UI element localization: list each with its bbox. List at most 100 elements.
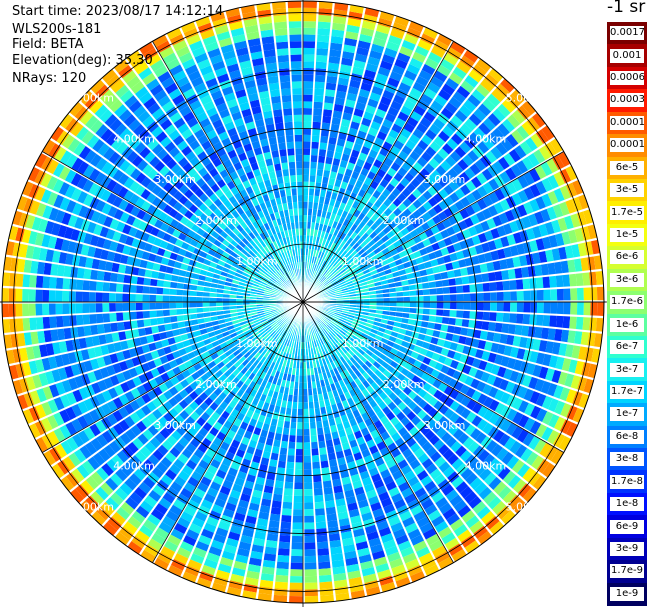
range-gate-cell [152, 208, 163, 219]
range-gate-cell [324, 239, 330, 247]
range-gate-cell [421, 558, 437, 571]
range-gate-cell [233, 236, 242, 244]
range-gate-cell [150, 245, 160, 255]
range-gate-cell [65, 253, 74, 266]
range-gate-cell [349, 239, 357, 248]
range-gate-cell [227, 342, 236, 350]
range-gate-cell [254, 277, 262, 283]
range-gate-cell [314, 264, 320, 272]
range-gate-cell [117, 173, 130, 186]
range-gate-cell [179, 105, 192, 117]
range-gate-cell [383, 396, 393, 406]
range-gate-cell [386, 364, 395, 374]
range-gate-cell [276, 326, 282, 334]
range-gate-cell [486, 93, 501, 107]
range-gate-cell [154, 503, 169, 516]
range-gate-cell [470, 255, 480, 265]
range-gate-cell [325, 315, 332, 321]
range-gate-cell [154, 432, 166, 444]
range-gate-cell [394, 156, 405, 167]
range-gate-cell [90, 471, 105, 486]
range-gate-cell [380, 234, 390, 243]
range-gate-cell [211, 256, 220, 264]
range-gate-cell [375, 309, 383, 315]
range-gate-cell [556, 288, 564, 301]
range-gate-cell [122, 370, 132, 381]
range-gate-cell [491, 443, 504, 457]
range-gate-cell [454, 145, 467, 158]
range-gate-cell [313, 347, 317, 355]
range-gate-cell [529, 350, 539, 363]
range-gate-cell [9, 318, 17, 333]
range-gate-cell [197, 280, 205, 287]
range-gate-cell [322, 327, 329, 335]
range-gate-cell [256, 335, 264, 343]
range-gate-cell [204, 240, 213, 249]
range-gate-cell [384, 387, 393, 396]
range-gate-cell [95, 392, 107, 406]
range-gate-cell [365, 227, 374, 236]
range-gate-cell [176, 289, 184, 296]
range-gate-cell [231, 316, 239, 322]
range-gate-cell [259, 363, 267, 372]
range-gate-cell [239, 278, 247, 284]
range-gate-cell [219, 255, 228, 263]
range-gate-cell [168, 129, 181, 141]
range-gate-cell [303, 395, 309, 403]
range-gate-cell [471, 390, 482, 402]
range-gate-cell [304, 495, 314, 503]
range-gate-cell [303, 448, 312, 456]
range-gate-cell [541, 395, 553, 410]
range-gate-cell [124, 403, 135, 415]
range-gate-cell [332, 375, 339, 383]
range-gate-cell [218, 194, 228, 204]
range-gate-cell [456, 310, 464, 318]
range-gate-cell [292, 522, 303, 530]
range-gate-cell [211, 504, 224, 515]
range-gate-cell [228, 365, 237, 373]
range-gate-cell [91, 335, 101, 347]
range-gate-cell [552, 432, 566, 448]
range-gate-cell [240, 375, 248, 384]
range-gate-cell [404, 329, 413, 337]
range-gate-cell [381, 360, 390, 369]
range-gate-cell [440, 160, 452, 172]
range-gate-cell [186, 459, 198, 471]
range-gate-cell [324, 89, 336, 98]
range-gate-cell [360, 317, 368, 323]
range-gate-cell [171, 94, 185, 106]
range-gate-cell [306, 228, 311, 236]
range-gate-cell [516, 347, 526, 360]
range-gate-cell [265, 478, 275, 487]
range-gate-cell [54, 237, 64, 251]
range-gate-cell [215, 469, 227, 480]
range-gate-cell [2, 303, 10, 318]
range-gate-cell [315, 360, 321, 368]
range-gate-cell [481, 168, 493, 181]
range-gate-cell [77, 401, 89, 415]
range-gate-cell [250, 389, 258, 398]
range-gate-cell [102, 147, 115, 161]
range-gate-cell [421, 282, 430, 289]
range-gate-cell [115, 303, 123, 312]
range-gate-cell [330, 242, 337, 250]
range-gate-cell [328, 257, 335, 264]
range-gate-cell [460, 267, 469, 276]
range-gate-cell [136, 311, 144, 320]
range-gate-cell [503, 246, 513, 258]
range-gate-cell [473, 329, 482, 339]
range-gate-cell [310, 161, 317, 169]
range-gate-cell [454, 276, 463, 286]
range-gate-cell [534, 264, 543, 277]
range-gate-cell [339, 329, 347, 336]
range-gate-cell [303, 221, 307, 229]
range-gate-cell [442, 172, 454, 184]
range-gate-cell [150, 508, 165, 521]
range-gate-cell [230, 573, 245, 584]
range-gate-cell [124, 164, 136, 177]
range-gate-cell [314, 74, 326, 83]
range-gate-cell [395, 475, 407, 487]
range-gate-cell [396, 296, 404, 302]
range-gate-cell [346, 237, 354, 245]
range-gate-cell [496, 248, 506, 260]
